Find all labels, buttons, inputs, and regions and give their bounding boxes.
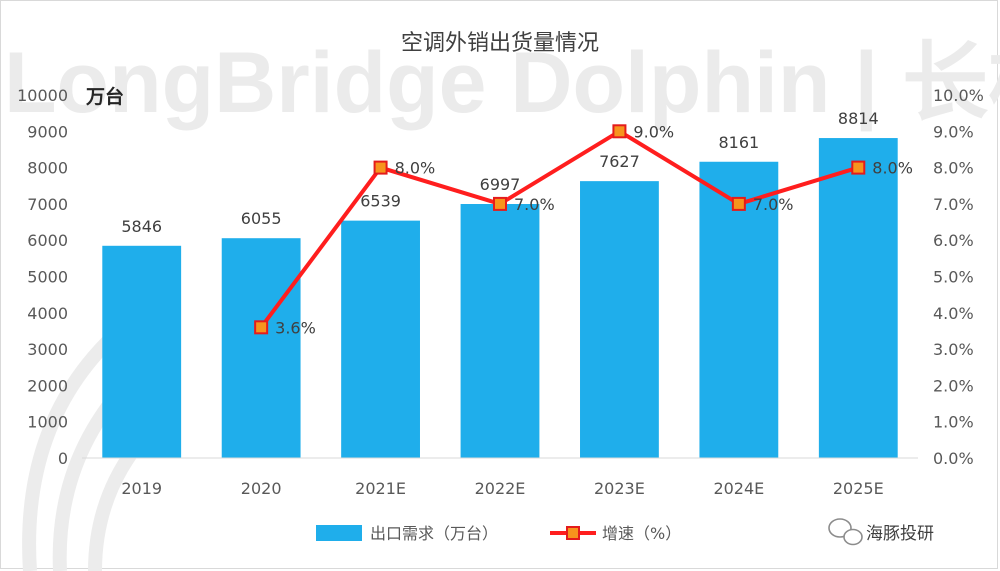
bar-series (102, 138, 898, 458)
y-left-tick-label: 10000 (17, 86, 68, 105)
line-point (731, 196, 746, 211)
wechat-icon (828, 518, 863, 546)
y-axis-right: 0.0% 1.0% 2.0% 3.0% 4.0% 5.0% 6.0% 7.0% 8.0% 9.0%… (933, 86, 984, 468)
x-tick-label: 2020 (241, 479, 282, 498)
line-data-label: 8.0% (872, 159, 913, 178)
y-axis-unit: 万台 (85, 85, 124, 108)
bar-data-label: 6997 (480, 175, 521, 194)
bar (341, 220, 420, 458)
x-axis: 2019 2020 2021E 2022E 2023E 2024E 2025E (121, 479, 883, 498)
y-right-tick-label: 3.0% (933, 340, 974, 359)
line-data-label: 7.0% (753, 195, 794, 214)
bar-data-label: 6055 (241, 209, 282, 228)
line-data-labels: 3.6% 8.0% 7.0% 9.0% 7.0% 8.0% (275, 122, 913, 337)
y-left-tick-label: 7000 (27, 195, 68, 214)
y-right-tick-label: 4.0% (933, 304, 974, 323)
line-point (493, 196, 507, 211)
y-right-tick-label: 1.0% (933, 413, 974, 432)
line-point (851, 160, 866, 175)
line-data-label: 7.0% (514, 195, 555, 214)
x-tick-label: 2021E (355, 479, 406, 498)
line-data-label: 8.0% (395, 159, 436, 178)
line-data-label: 9.0% (633, 122, 674, 141)
y-left-tick-label: 9000 (27, 122, 68, 141)
y-left-tick-label: 5000 (27, 268, 68, 287)
bar (580, 181, 659, 458)
line-series (254, 124, 866, 335)
bar-data-label: 5846 (121, 217, 162, 236)
x-tick-label: 2022E (475, 479, 526, 498)
y-left-tick-label: 3000 (27, 340, 68, 359)
bar-data-label: 8814 (838, 109, 879, 128)
bar-data-label: 6539 (360, 192, 401, 211)
bar-data-labels: 5846 6055 6539 6997 7627 8161 8814 (121, 109, 878, 236)
bar (221, 238, 301, 458)
line-point (254, 320, 269, 335)
bar (699, 161, 779, 458)
y-right-tick-label: 6.0% (933, 231, 974, 250)
y-right-tick-label: 8.0% (933, 159, 974, 178)
legend-label-line: 增速（%） (602, 524, 681, 543)
y-left-tick-label: 6000 (27, 231, 68, 250)
y-right-tick-label: 7.0% (933, 195, 974, 214)
legend-swatch-marker (566, 526, 580, 540)
x-tick-label: 2025E (833, 479, 884, 498)
x-tick-label: 2023E (594, 479, 645, 498)
brand-badge: 海豚投研 (828, 518, 934, 546)
y-right-tick-label: 0.0% (933, 449, 974, 468)
chart-title: 空调外销出货量情况 (401, 31, 599, 56)
line-point (373, 160, 388, 175)
y-axis-left: 0 1000 2000 3000 4000 5000 6000 7000 8000 9000 100… (17, 86, 68, 468)
bar-data-label: 8161 (718, 133, 759, 152)
bar (460, 204, 540, 458)
y-left-tick-label: 0 (58, 449, 68, 468)
legend-label-bar: 出口需求（万台） (370, 524, 498, 543)
bar (102, 245, 182, 458)
legend: 出口需求（万台） 增速（%） (316, 524, 681, 543)
series-line (259, 129, 859, 329)
y-right-tick-label: 2.0% (933, 376, 974, 395)
x-tick-label: 2019 (121, 479, 162, 498)
y-left-tick-label: 1000 (27, 413, 68, 432)
line-data-label: 3.6% (275, 318, 316, 337)
x-tick-label: 2024E (713, 479, 764, 498)
y-right-tick-label: 9.0% (933, 122, 974, 141)
y-left-tick-label: 8000 (27, 159, 68, 178)
line-point (612, 124, 627, 139)
y-right-tick-label: 5.0% (933, 268, 974, 287)
legend-swatch-bar (316, 525, 362, 541)
y-right-tick-label: 10.0% (933, 86, 984, 105)
brand-text: 海豚投研 (866, 524, 934, 544)
y-left-tick-label: 2000 (27, 376, 68, 395)
bar (818, 138, 898, 458)
bar-data-label: 7627 (599, 152, 640, 171)
y-left-tick-label: 4000 (27, 304, 68, 323)
